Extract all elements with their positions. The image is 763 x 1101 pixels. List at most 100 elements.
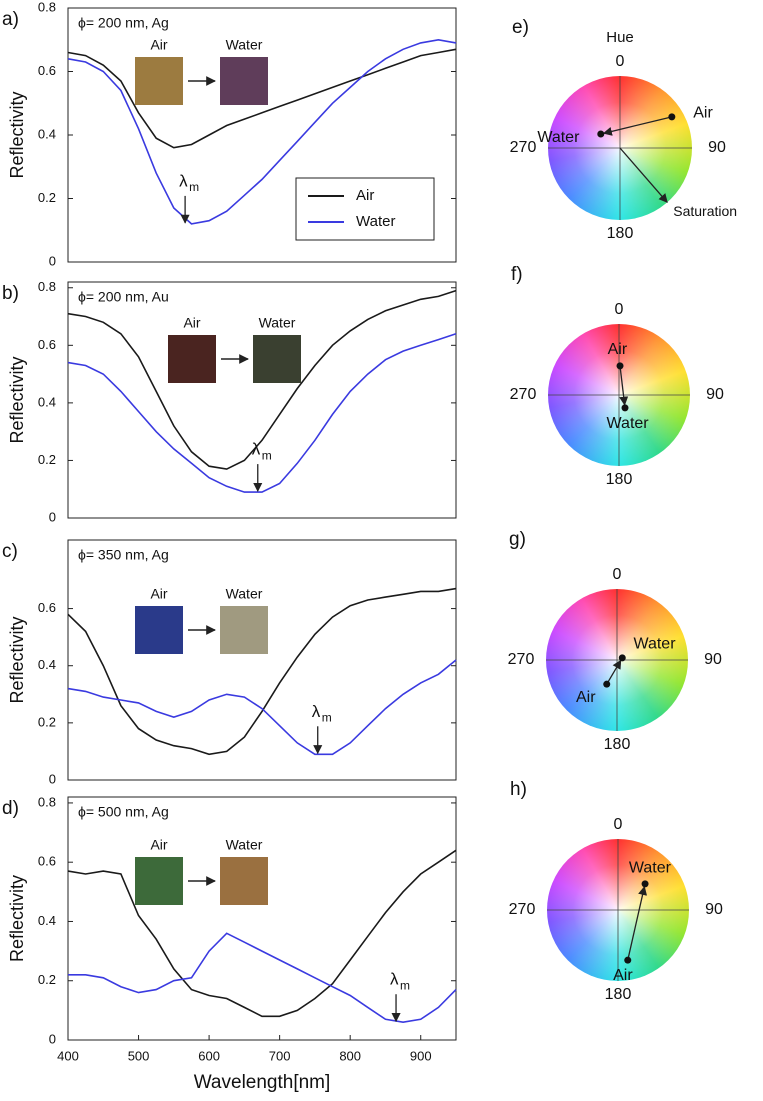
point-label: Water — [633, 635, 676, 652]
y-tick-label: 0.2 — [38, 972, 56, 987]
annotation-symbol: λ — [179, 171, 188, 190]
legend-label: Air — [356, 187, 374, 204]
annotation-symbol: λ — [390, 970, 399, 989]
y-tick-label: 0.6 — [38, 63, 56, 78]
panel-label: g) — [509, 529, 526, 550]
annotation-symbol: λ — [312, 702, 321, 721]
inset-label: Air — [150, 837, 167, 853]
data-line — [67, 38, 457, 225]
point-label: Air — [608, 341, 628, 358]
data-line — [67, 587, 457, 756]
x-tick-label: 500 — [128, 1048, 150, 1063]
y-tick-label: 0.2 — [38, 714, 56, 729]
y-tick-label: 0.6 — [38, 600, 56, 615]
y-tick-label: 0.6 — [38, 854, 56, 869]
angle-label: 180 — [604, 736, 631, 753]
y-tick-label: 0.4 — [38, 657, 56, 672]
point-label: Air — [613, 967, 633, 984]
y-axis-label: Reflectivity — [7, 875, 27, 962]
angle-label: 270 — [509, 901, 536, 918]
annotation-subscript: m — [400, 978, 410, 992]
angle-label: 270 — [510, 386, 537, 403]
chart-title: ϕ= 350 nm, Ag — [78, 547, 169, 563]
y-axis-label: Reflectivity — [7, 616, 27, 703]
point — [616, 362, 624, 370]
point — [597, 130, 605, 138]
angle-label: 90 — [706, 386, 724, 403]
angle-label: 180 — [605, 986, 632, 1003]
shift-arrow — [606, 659, 622, 685]
y-tick-label: 0 — [49, 771, 56, 786]
point-label: Water — [607, 415, 650, 432]
legend-label: Water — [356, 213, 395, 230]
plot-frame — [67, 281, 457, 519]
x-tick-label: 600 — [198, 1048, 220, 1063]
y-tick-label: 0.2 — [38, 190, 56, 205]
saturation-arrow — [619, 147, 668, 204]
wheel-title: Hue — [606, 29, 634, 46]
inset-label: Water — [226, 37, 263, 53]
inset-swatch — [135, 857, 183, 905]
panel-label: a) — [2, 9, 19, 30]
inset-swatch — [135, 606, 183, 654]
data-line — [67, 849, 457, 1018]
panel-label: c) — [2, 541, 18, 562]
point — [618, 654, 626, 662]
inset-swatch — [220, 57, 268, 105]
shift-arrow — [627, 885, 648, 961]
inset-swatch — [220, 857, 268, 905]
angle-label: 0 — [613, 566, 622, 583]
y-tick-label: 0.4 — [38, 913, 56, 928]
plot-frame — [67, 539, 457, 781]
y-tick-label: 0.8 — [38, 279, 56, 294]
point-label: Water — [537, 129, 580, 146]
x-axis-label: Wavelength[nm] — [194, 1072, 331, 1093]
angle-label: 0 — [615, 301, 624, 318]
x-tick-label: 700 — [269, 1048, 291, 1063]
angle-label: 0 — [614, 816, 623, 833]
data-line — [68, 932, 457, 1024]
y-axis-label: Reflectivity — [7, 91, 27, 178]
angle-label: 180 — [607, 225, 634, 242]
shift-arrow — [602, 116, 672, 136]
saturation-label: Saturation — [673, 203, 737, 219]
point — [621, 404, 629, 412]
y-tick-label: 0 — [49, 509, 56, 524]
angle-label: 180 — [606, 471, 633, 488]
point — [624, 956, 632, 964]
shift-arrow — [619, 365, 629, 406]
point — [603, 680, 611, 688]
point-label: Air — [576, 689, 596, 706]
annotation-symbol: λ — [252, 440, 261, 459]
inset-label: Water — [226, 837, 263, 853]
angle-label: 90 — [708, 139, 726, 156]
point — [641, 880, 649, 888]
inset-label: Air — [150, 37, 167, 53]
inset-swatch — [253, 335, 301, 383]
inset-swatch — [220, 606, 268, 654]
panel-label: e) — [512, 17, 529, 38]
y-tick-label: 0.2 — [38, 452, 56, 467]
y-tick-label: 0.4 — [38, 394, 56, 409]
inset-swatch — [168, 335, 216, 383]
y-tick-label: 0.6 — [38, 337, 56, 352]
y-tick-label: 0 — [49, 1031, 56, 1046]
point — [668, 113, 676, 121]
inset-label: Air — [183, 315, 200, 331]
annotation-subscript: m — [322, 710, 332, 724]
angle-label: 0 — [616, 53, 625, 70]
plot-frame — [67, 796, 457, 1041]
x-tick-label: 900 — [410, 1048, 432, 1063]
legend-box — [295, 177, 435, 241]
point-label: Air — [693, 104, 713, 121]
chart-title: ϕ= 200 nm, Ag — [78, 15, 169, 31]
inset-label: Water — [259, 315, 296, 331]
data-line — [67, 48, 457, 149]
panel-label: f) — [511, 264, 523, 285]
inset-label: Air — [150, 586, 167, 602]
data-line — [67, 659, 457, 756]
angle-label: 270 — [508, 651, 535, 668]
y-tick-label: 0.8 — [38, 0, 56, 14]
